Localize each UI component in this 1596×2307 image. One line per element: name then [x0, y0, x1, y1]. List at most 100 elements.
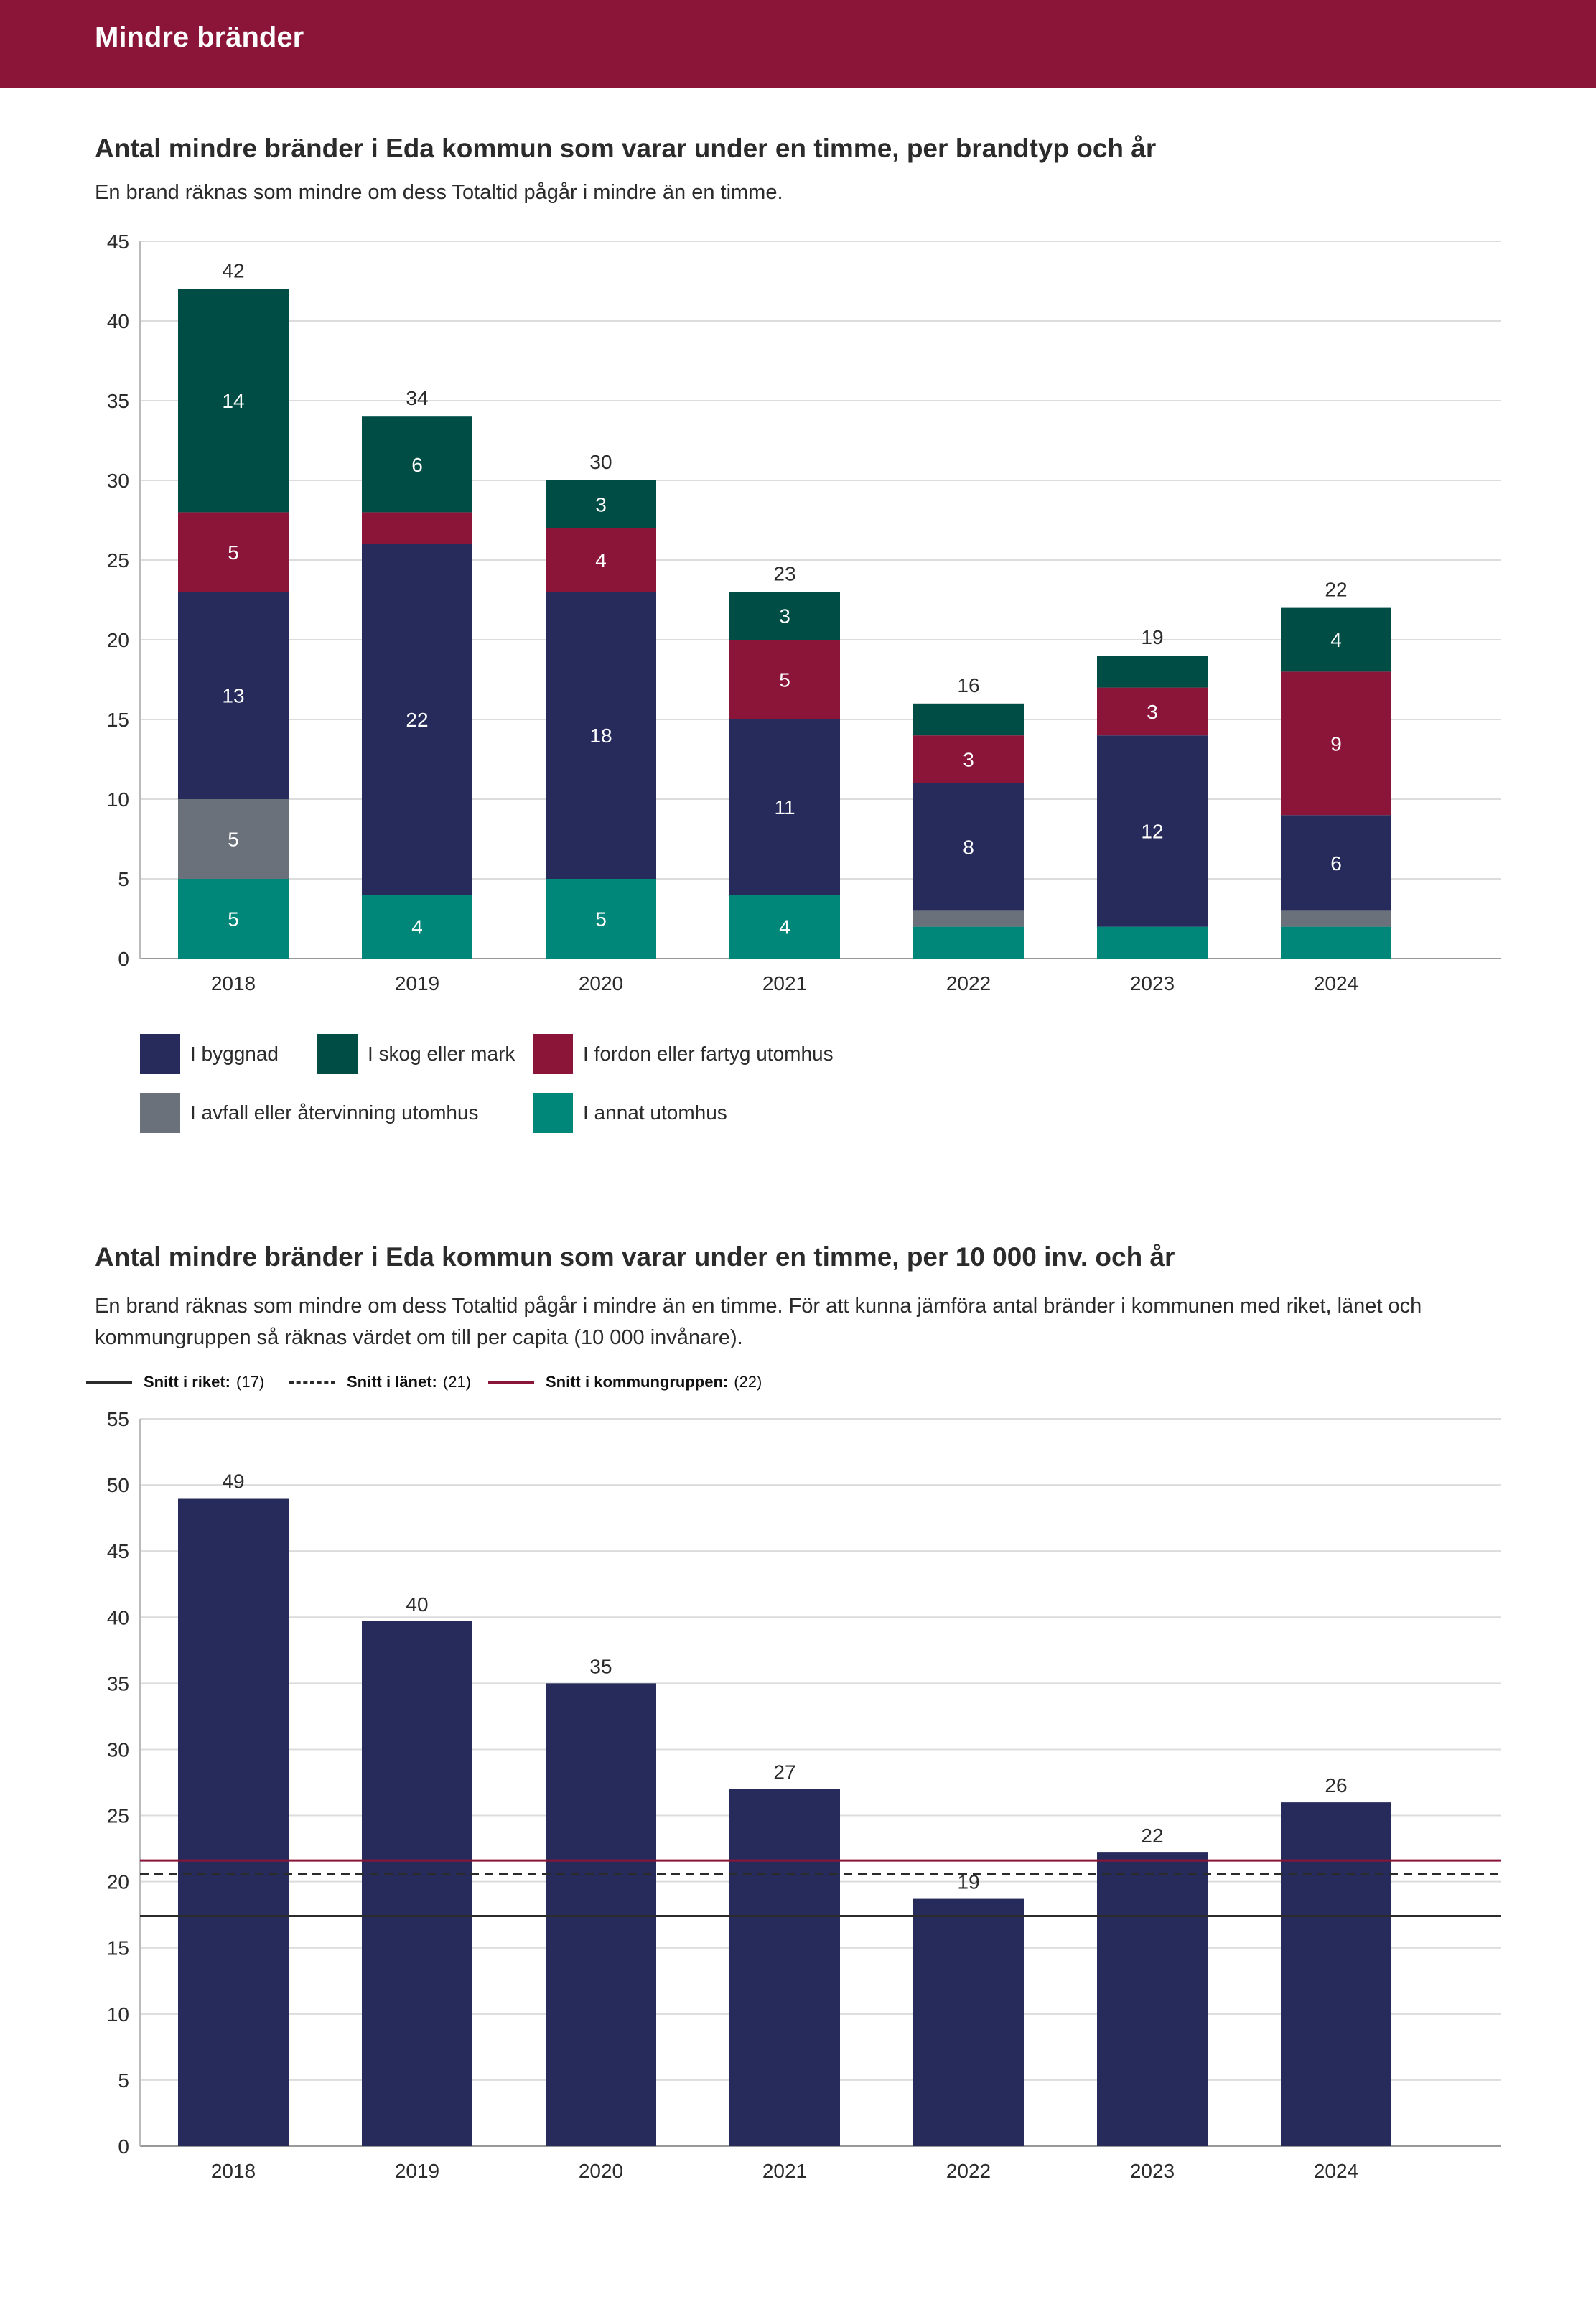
legend-label: I skog eller mark [368, 1043, 515, 1065]
x-tick-label: 2021 [762, 972, 807, 994]
legend-label: I annat utomhus [583, 1101, 727, 1124]
legend-item: I byggnad [140, 1034, 279, 1074]
bar-segment [1281, 815, 1391, 911]
segment-value-label: 9 [1330, 732, 1342, 755]
y-tick-label: 15 [107, 709, 129, 731]
y-tick-label: 40 [107, 310, 129, 332]
segment-value-label: 12 [1141, 820, 1163, 842]
header-bar: Mindre bränder [0, 0, 1596, 88]
reference-line-swatch [86, 1381, 132, 1384]
chart2-bar: 0 5 10 15 20 25 30 35 40 45 50 55 49 2018 40 2019 35 2020… [107, 1408, 1501, 2182]
bar-value-label: 40 [406, 1593, 428, 1616]
segment-value-label: 3 [595, 493, 607, 516]
legend-item: I skog eller mark [317, 1034, 515, 1074]
x-tick-label: 2019 [395, 972, 439, 994]
y-tick-label: 20 [107, 1871, 129, 1893]
total-label: 19 [1141, 626, 1163, 648]
total-label: 23 [773, 562, 795, 584]
y-tick-label: 25 [107, 1805, 129, 1827]
reference-label: Snitt i länet: [347, 1373, 437, 1391]
bar [1281, 1802, 1391, 2146]
bar-segment [546, 592, 656, 879]
reference-legend-item: Snitt i länet: (21) [289, 1373, 471, 1392]
y-tick-label: 20 [107, 629, 129, 651]
y-tick-label: 5 [118, 868, 129, 890]
y-tick-label: 30 [107, 470, 129, 492]
legend-label: I byggnad [190, 1043, 279, 1065]
segment-value-label: 11 [774, 796, 795, 819]
chart1-subtitle: En brand räknas som mindre om dess Total… [95, 181, 783, 204]
x-tick-label: 2019 [395, 2160, 439, 2182]
y-tick-label: 0 [118, 2135, 129, 2158]
bar-segment [729, 592, 840, 640]
segment-value-label: 4 [595, 549, 607, 572]
bar-segment [1281, 910, 1391, 927]
x-tick-label: 2023 [1130, 972, 1175, 994]
x-tick-label: 2018 [211, 2160, 256, 2182]
legend-swatch [140, 1034, 180, 1074]
segment-value-label: 18 [589, 724, 612, 747]
y-tick-label: 15 [107, 1937, 129, 1959]
chart2-subtitle: En brand räknas som mindre om dess Total… [95, 1295, 1422, 1349]
chart2-title: Antal mindre bränder i Eda kommun som va… [95, 1242, 1175, 1272]
bar-segment [1281, 671, 1391, 816]
bar-value-label: 49 [222, 1471, 244, 1493]
segment-value-label: 3 [779, 605, 790, 628]
bar-segment [178, 799, 289, 879]
legend-swatch [140, 1093, 180, 1133]
legend-swatch [533, 1034, 573, 1074]
segment-value-label: 3 [963, 749, 974, 771]
legend-label: I avfall eller återvinning utomhus [190, 1101, 479, 1124]
reference-value: (21) [442, 1373, 472, 1391]
y-tick-label: 10 [107, 788, 129, 811]
reference-line-swatch [488, 1381, 534, 1384]
total-label: 16 [957, 674, 979, 696]
bar-segment [1097, 735, 1208, 927]
legend-label: I fordon eller fartyg utomhus [583, 1043, 834, 1065]
legend-item: I fordon eller fartyg utomhus [533, 1034, 834, 1074]
bar-segment [362, 895, 472, 959]
bar-segment [729, 640, 840, 719]
total-label: 42 [222, 260, 244, 282]
reference-value: (17) [236, 1373, 265, 1391]
segment-value-label: 4 [779, 916, 790, 938]
bar-value-label: 35 [589, 1655, 612, 1677]
bar-value-label: 22 [1141, 1824, 1163, 1847]
chart1-legend: I byggnad I skog eller mark I fordon eller… [140, 1034, 1217, 1142]
reference-legend-item: Snitt i kommungruppen: (22) [488, 1373, 762, 1392]
bar-segment [1281, 607, 1391, 672]
reference-value: (22) [734, 1373, 762, 1391]
x-tick-label: 2023 [1130, 2160, 1175, 2182]
bar [1097, 1852, 1208, 2146]
bar [178, 1498, 289, 2146]
bar-value-label: 26 [1325, 1774, 1347, 1796]
x-tick-label: 2018 [211, 972, 256, 994]
x-tick-label: 2024 [1314, 972, 1358, 994]
x-tick-label: 2024 [1314, 2160, 1358, 2182]
segment-value-label: 6 [1330, 852, 1342, 875]
segment-value-label: 5 [228, 908, 239, 931]
bar-segment [913, 926, 1024, 959]
bar-segment [729, 719, 840, 895]
segment-value-label: 5 [595, 908, 607, 931]
bar-segment [178, 592, 289, 799]
legend-item: I avfall eller återvinning utomhus [140, 1093, 479, 1133]
y-tick-label: 50 [107, 1474, 129, 1496]
y-tick-label: 25 [107, 549, 129, 572]
chart2-reference-legend: Snitt i riket: (17) Snitt i länet: (21) Snit… [86, 1373, 876, 1402]
bar-segment [362, 512, 472, 544]
bar-segment [546, 879, 656, 959]
page-title: Mindre bränder [95, 22, 304, 53]
bar-value-label: 27 [773, 1761, 795, 1784]
bar-segment [913, 783, 1024, 911]
y-tick-label: 45 [107, 1540, 129, 1562]
y-tick-label: 45 [107, 230, 129, 253]
bar-segment [913, 910, 1024, 927]
x-tick-label: 2021 [762, 2160, 807, 2182]
segment-value-label: 4 [1330, 629, 1342, 651]
reference-legend-item: Snitt i riket: (17) [86, 1373, 264, 1392]
bar-segment [178, 512, 289, 592]
segment-value-label: 5 [228, 829, 239, 851]
bar-segment [178, 289, 289, 513]
legend-item: I annat utomhus [533, 1093, 727, 1133]
